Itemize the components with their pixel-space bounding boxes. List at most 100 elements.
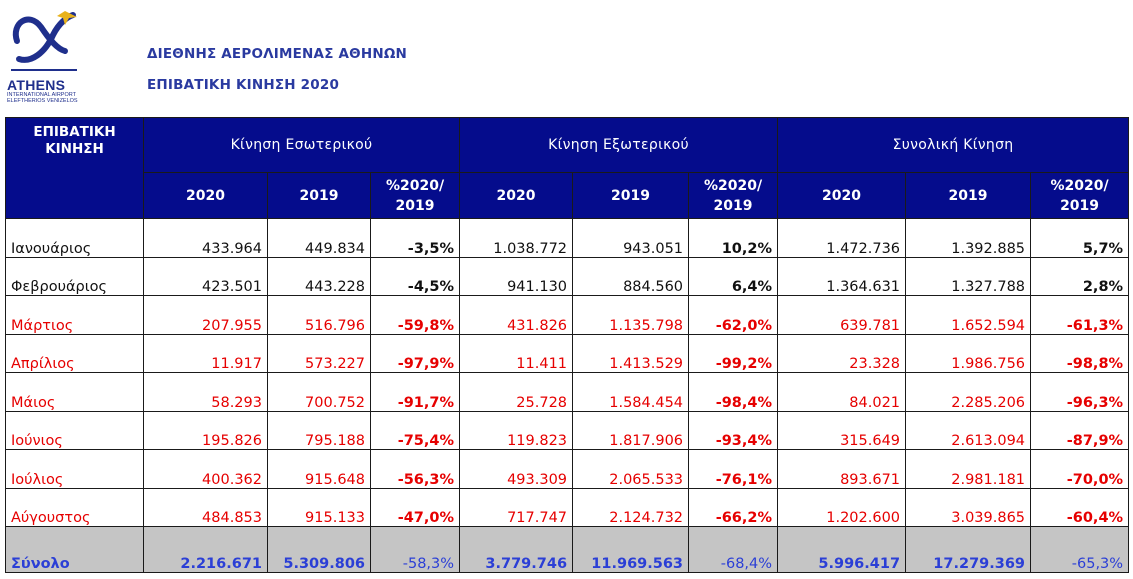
passenger-count-cell: 493.309 [459,449,574,489]
passenger-count-cell: 2.065.533 [572,449,690,489]
corner-header-line-1: ΕΠΙΒΑΤΙΚΗ [33,124,116,140]
group-header-row: ΕΠΙΒΑΤΙΚΗ ΚΙΝΗΣΗ Κίνηση Εσωτερικού Κίνησ… [5,117,1130,219]
percent-change-header-line-2: 2019 [713,197,753,214]
passenger-count-cell: 11.411 [459,333,574,373]
passenger-count-cell: 195.826 [143,410,268,450]
total-count-cell: 11.969.563 [572,526,690,573]
percent-change-cell: -62,0% [688,295,779,335]
total-percent-cell: -65,3% [1030,526,1130,573]
percent-change-cell: -4,5% [369,256,461,296]
passenger-count-cell: 423.501 [143,256,268,296]
year-header-2019: 2019 [572,172,690,219]
month-cell: Αύγουστος [5,487,144,527]
month-cell: Ιούλιος [5,449,144,489]
passenger-count-cell: 315.649 [777,410,907,450]
passenger-count-cell: 1.413.529 [572,333,690,373]
passenger-count-cell: 1.986.756 [905,333,1032,373]
percent-change-header-line-2: 2019 [395,197,435,214]
percent-change-header-line-1: %2020/ [1050,177,1109,194]
passenger-count-cell: 11.917 [143,333,268,373]
percent-change-header: %2020/2019 [1030,172,1130,219]
percent-change-cell: -96,3% [1030,372,1130,412]
table-row: Φεβρουάριος 423.501 443.228 -4,5% 941.130 884… [5,256,1130,296]
passenger-count-cell: 400.362 [143,449,268,489]
passenger-count-cell: 915.133 [267,487,371,527]
passenger-count-cell: 3.039.865 [905,487,1032,527]
passenger-count-cell: 25.728 [459,372,574,412]
total-count-cell: 2.216.671 [143,526,268,573]
percent-change-cell: -70,0% [1030,449,1130,489]
passenger-count-cell: 943.051 [572,218,690,258]
athens-airport-logo: ATHENS INTERNATIONAL AIRPORT ELEFTHERIOS… [7,5,81,104]
table-row: Αύγουστος 484.853 915.133 -47,0% 717.747 2.12… [5,487,1130,527]
passenger-count-cell: 1.202.600 [777,487,907,527]
airport-emblem-icon [11,11,77,71]
passenger-count-cell: 639.781 [777,295,907,335]
percent-change-cell: -97,9% [369,333,461,373]
passenger-count-cell: 717.747 [459,487,574,527]
passenger-count-cell: 915.648 [267,449,371,489]
percent-change-cell: -76,1% [688,449,779,489]
percent-change-cell: -61,3% [1030,295,1130,335]
total-count-cell: 3.779.746 [459,526,574,573]
percent-change-header: %2020/2019 [369,172,461,219]
year-header-2019: 2019 [267,172,371,219]
percent-change-cell: -3,5% [369,218,461,258]
percent-change-cell: -59,8% [369,295,461,335]
passenger-count-cell: 431.826 [459,295,574,335]
passenger-count-cell: 1.472.736 [777,218,907,258]
percent-change-cell: -98,4% [688,372,779,412]
percent-change-cell: -93,4% [688,410,779,450]
year-header-2020: 2020 [143,172,268,219]
logo-wordmark: ATHENS [7,77,66,93]
percent-change-cell: -91,7% [369,372,461,412]
percent-change-cell: -60,4% [1030,487,1130,527]
percent-change-cell: -66,2% [688,487,779,527]
percent-change-header: %2020/2019 [688,172,779,219]
passenger-count-cell: 484.853 [143,487,268,527]
table-row: Μάρτιος 207.955 516.796 -59,8% 431.826 1.135.… [5,295,1130,335]
month-cell: Ιούνιος [5,410,144,450]
month-cell: Απρίλιος [5,333,144,373]
table-row: Απρίλιος 11.917 573.227 -97,9% 11.411 1.413.5… [5,333,1130,373]
passenger-count-cell: 2.285.206 [905,372,1032,412]
total-row: Σύνολο 2.216.671 5.309.806 -58,3% 3.779.746… [5,526,1130,573]
percent-change-cell: 2,8% [1030,256,1130,296]
total-label: Σύνολο [5,526,144,573]
percent-change-cell: -47,0% [369,487,461,527]
group-header-international: Κίνηση Εξωτερικού [459,117,779,173]
passenger-count-cell: 893.671 [777,449,907,489]
passenger-count-cell: 1.817.906 [572,410,690,450]
total-count-cell: 5.996.417 [777,526,907,573]
passenger-count-cell: 884.560 [572,256,690,296]
table-row: Ιούνιος 195.826 795.188 -75,4% 119.823 1.817.… [5,410,1130,450]
percent-change-cell: 10,2% [688,218,779,258]
passenger-count-cell: 207.955 [143,295,268,335]
passenger-count-cell: 1.584.454 [572,372,690,412]
passenger-count-cell: 2.124.732 [572,487,690,527]
percent-change-cell: -98,8% [1030,333,1130,373]
month-cell: Φεβρουάριος [5,256,144,296]
passenger-count-cell: 23.328 [777,333,907,373]
total-percent-cell: -68,4% [688,526,779,573]
percent-change-cell: 6,4% [688,256,779,296]
year-header-row: 2020 2019 %2020/2019 2020 2019 %2020/2019 2020… [6,172,1130,219]
passenger-count-cell: 119.823 [459,410,574,450]
passenger-count-cell: 1.652.594 [905,295,1032,335]
passenger-count-cell: 1.038.772 [459,218,574,258]
passenger-count-cell: 449.834 [267,218,371,258]
passenger-count-cell: 941.130 [459,256,574,296]
logo-subtitle-1: INTERNATIONAL AIRPORT [7,92,76,98]
percent-change-header-line-2: 2019 [1060,197,1100,214]
month-cell: Μάιος [5,372,144,412]
passenger-count-cell: 1.364.631 [777,256,907,296]
passenger-count-cell: 84.021 [777,372,907,412]
table-row: Ιούλιος 400.362 915.648 -56,3% 493.309 2.065.… [5,449,1130,489]
corner-header-cell: ΕΠΙΒΑΤΙΚΗ ΚΙΝΗΣΗ [5,117,144,219]
passenger-count-cell: 2.613.094 [905,410,1032,450]
year-header-2019: 2019 [905,172,1032,219]
passenger-count-cell: 2.981.181 [905,449,1032,489]
percent-change-cell: -87,9% [1030,410,1130,450]
passenger-count-cell: 573.227 [267,333,371,373]
